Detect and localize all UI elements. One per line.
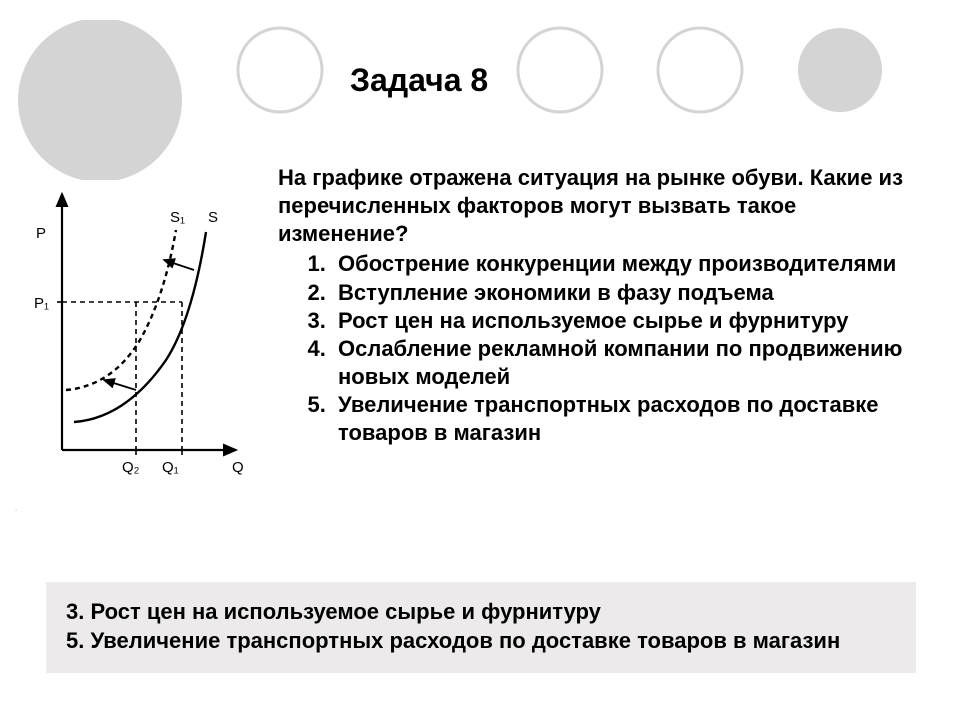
options-list: Обострение конкуренции между производите… (332, 250, 928, 447)
question-intro: На графике отражена ситуация на рынке об… (278, 164, 928, 248)
option-item: Увеличение транспортных расходов по дост… (332, 391, 928, 447)
watermark: . (14, 498, 20, 515)
option-item: Вступление экономики в фазу подъема (332, 279, 928, 307)
answer-box: 3. Рост цен на используемое сырье и фурн… (46, 582, 916, 673)
svg-text:S: S (208, 209, 218, 226)
question-block: На графике отражена ситуация на рынке об… (278, 164, 928, 448)
graph-svg: P P₁ Q Q₁ Q₂ S S₁ (16, 180, 256, 490)
svg-text:P₁: P₁ (34, 295, 49, 312)
svg-text:Q: Q (232, 459, 244, 476)
svg-text:Q₂: Q₂ (122, 459, 140, 476)
decor-svg (0, 20, 960, 180)
page-title: Задача 8 (350, 62, 488, 99)
option-item: Рост цен на используемое сырье и фурниту… (332, 307, 928, 335)
svg-text:P: P (36, 225, 46, 242)
answer-line: 3. Рост цен на используемое сырье и фурн… (66, 598, 896, 627)
answer-line: 5. Увеличение транспортных расходов по д… (66, 627, 896, 656)
svg-text:Q₁: Q₁ (162, 459, 179, 476)
supply-shift-graph: P P₁ Q Q₁ Q₂ S S₁ (16, 180, 256, 490)
option-item: Ослабление рекламной компании по продвиж… (332, 335, 928, 391)
svg-text:S₁: S₁ (170, 209, 185, 226)
option-item: Обострение конкуренции между производите… (332, 250, 928, 278)
